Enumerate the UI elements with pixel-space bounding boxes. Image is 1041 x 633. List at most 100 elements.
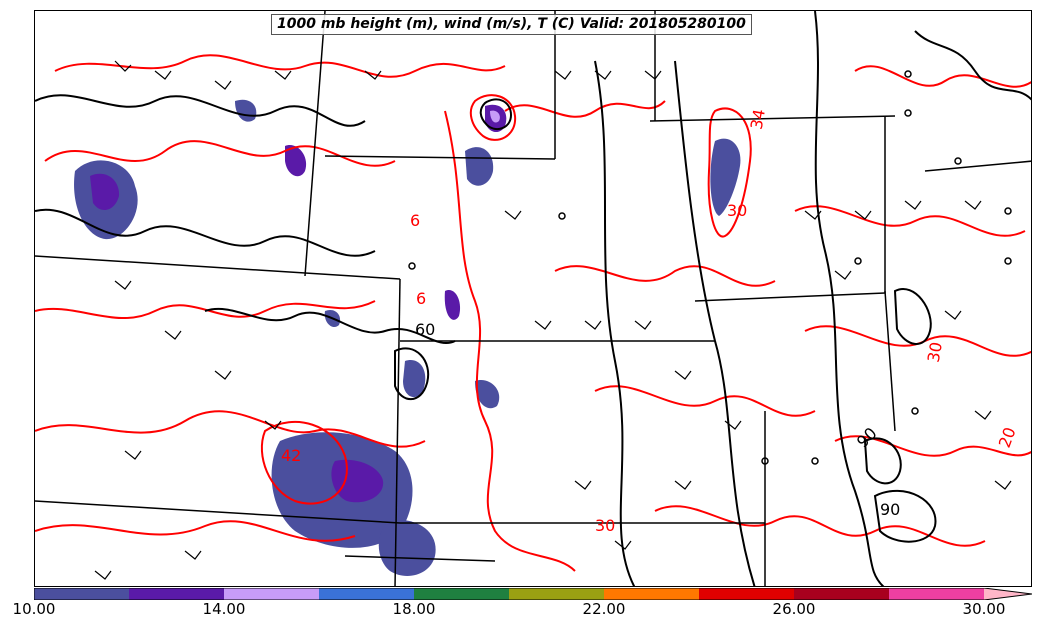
- height-contour-label: 90: [853, 424, 881, 452]
- calm-wind-circle: [911, 407, 919, 415]
- temperature-contour-line: [35, 300, 376, 320]
- temperature-contour-line: [834, 435, 1031, 457]
- height-contour-line: [893, 288, 932, 345]
- wind-barb: [964, 200, 982, 210]
- colorbar-bin: [414, 588, 510, 600]
- temperature-contour-line: [654, 505, 986, 547]
- temperature-contour-line: [54, 54, 506, 78]
- state-border: [304, 11, 326, 277]
- calm-wind-circle: [558, 212, 566, 220]
- wind-barb: [534, 320, 552, 330]
- state-borders: [35, 11, 1031, 586]
- colorbar-bin: [889, 588, 985, 600]
- colorbar-bin: [129, 588, 225, 600]
- state-border: [649, 115, 896, 122]
- temperature-contour-label: 30: [727, 201, 747, 220]
- wind-shading-area: [490, 110, 500, 123]
- colorbar-tick-label: 22.00: [582, 600, 626, 618]
- state-border: [324, 155, 556, 160]
- wind-barb: [504, 210, 522, 220]
- calm-wind-circle: [854, 257, 862, 265]
- wind-barb: [724, 420, 742, 430]
- wind-shading-area: [403, 360, 426, 398]
- height-contour-line: [873, 489, 937, 543]
- wind-barb: [834, 270, 852, 280]
- temperature-contour-line: [554, 265, 776, 287]
- wind-barb: [364, 70, 382, 80]
- state-border: [884, 290, 896, 432]
- height-contour-line: [35, 94, 366, 127]
- temperature-contour-line: [794, 205, 1026, 237]
- temperature-contour-line: [504, 100, 666, 118]
- wind-shading-area: [235, 99, 257, 122]
- colorbar-canvas: [34, 588, 1032, 600]
- calm-wind-circle: [1004, 257, 1012, 265]
- temperature-contour-line: [444, 110, 576, 572]
- calm-wind-circle: [1004, 207, 1012, 215]
- colorbar: [34, 588, 1032, 600]
- wind-barb: [674, 370, 692, 380]
- wind-barb: [584, 320, 602, 330]
- height-contour-line: [814, 11, 885, 586]
- temperature-contour-line: [35, 520, 356, 542]
- calm-wind-circle: [408, 262, 416, 270]
- calm-wind-circle: [904, 70, 912, 78]
- state-border: [344, 555, 496, 562]
- colorbar-bin: [319, 588, 415, 600]
- colorbar-tick-label: 10.00: [12, 600, 56, 618]
- height-contour-line: [863, 437, 902, 485]
- height-contour-line: [35, 208, 376, 257]
- height-contour-line: [914, 30, 1031, 101]
- colorbar-bin: [34, 588, 130, 600]
- temperature-contour-line: [35, 410, 426, 448]
- map-panel: 60 90 90 42 30 30 34 20 6 30 6: [34, 10, 1032, 587]
- wind-barb: [674, 480, 692, 490]
- plot-title: 1000 mb height (m), wind (m/s), T (C) Va…: [271, 14, 752, 35]
- colorbar-outline: [34, 588, 1032, 600]
- height-contour-line: [394, 347, 430, 401]
- wind-barb: [574, 480, 592, 490]
- wind-barbs: [94, 60, 1012, 580]
- state-border: [35, 255, 401, 280]
- wind-barb: [154, 70, 172, 80]
- wind-shading-area: [710, 138, 741, 216]
- colorbar-bin: [509, 588, 605, 600]
- colorbar-tick-label: 26.00: [772, 600, 816, 618]
- temperature-contour-label: 34: [747, 108, 769, 131]
- temperature-contour-label: 30: [595, 516, 615, 535]
- height-contour-label: 90: [880, 500, 900, 519]
- temperature-contour-label: 20: [995, 425, 1020, 451]
- wind-barb: [184, 550, 202, 560]
- wind-barb: [594, 70, 612, 80]
- wind-barb: [994, 480, 1012, 490]
- wind-shading-area: [475, 380, 500, 409]
- temperature-contour-label: 6: [410, 211, 420, 230]
- wind-barb: [554, 70, 572, 80]
- colorbar-bin: [604, 588, 700, 600]
- colorbar-tick-label: 30.00: [962, 600, 1006, 618]
- wind-barb: [274, 70, 292, 80]
- state-border: [924, 160, 1031, 172]
- wind-barb: [634, 320, 652, 330]
- wind-barb: [94, 570, 112, 580]
- wind-shading-area: [90, 173, 120, 211]
- calm-wind-circle: [954, 157, 962, 165]
- wind-barb: [904, 200, 922, 210]
- calm-wind-circle: [761, 457, 769, 465]
- calm-wind-circle: [811, 457, 819, 465]
- temperature-contour-line: [260, 421, 348, 505]
- height-contour-line: [594, 60, 636, 586]
- colorbar-bin: [794, 588, 890, 600]
- wind-barb: [804, 210, 822, 220]
- wind-shading-area: [285, 145, 307, 177]
- calm-wind-markers: [408, 70, 1012, 465]
- wind-barb: [614, 540, 632, 550]
- temperature-contour-label: 6: [416, 289, 426, 308]
- colorbar-bin: [699, 588, 795, 600]
- wind-shading-area: [465, 147, 494, 186]
- wind-barb: [164, 330, 182, 340]
- colorbar-tick-label: 18.00: [392, 600, 436, 618]
- state-border: [694, 292, 886, 302]
- wind-shading-area: [331, 459, 384, 503]
- temperature-contour-line: [469, 94, 517, 141]
